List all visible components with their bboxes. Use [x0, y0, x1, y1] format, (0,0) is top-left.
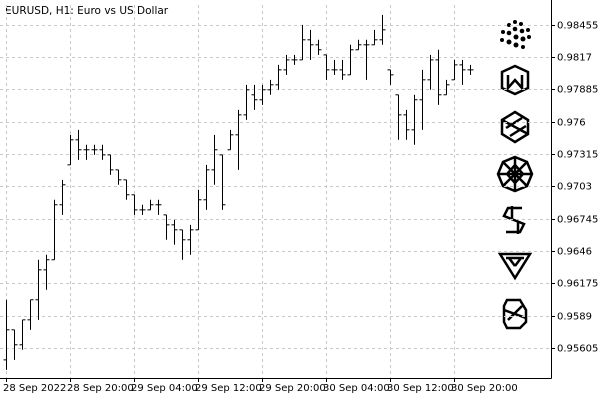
y-tick-label: 0.9589: [557, 312, 592, 323]
icon-cube: [500, 110, 530, 144]
x-tick-label: 29 Sep 20:00: [259, 383, 326, 394]
x-tick-label: 30 Sep 20:00: [451, 383, 518, 394]
icon-hex: [500, 64, 530, 96]
x-tick-label: 28 Sep 20:00: [67, 383, 134, 394]
icon-s: [502, 206, 526, 234]
x-tick-label: 30 Sep 12:00: [387, 383, 454, 394]
indicator-icons: [496, 20, 534, 330]
y-tick-label: 0.95605: [557, 344, 598, 355]
x-tick-label: 30 Sep 04:00: [323, 383, 390, 394]
y-tick-label: 0.97315: [557, 150, 598, 161]
x-tick-label: 29 Sep 12:00: [195, 383, 262, 394]
y-tick-label: 0.96175: [557, 279, 598, 290]
y-tick-label: 0.96745: [557, 215, 598, 226]
icon-dots: [500, 20, 531, 49]
x-tick-label: 28 Sep 2022: [3, 383, 66, 394]
y-tick-label: 0.9703: [557, 182, 592, 193]
y-tick-label: 0.97885: [557, 85, 598, 96]
y-tick-label: 0.976: [557, 118, 586, 129]
y-tick-label: 0.98455: [557, 21, 598, 32]
y-tick-label: 0.9646: [557, 247, 592, 258]
x-tick-label: 29 Sep 04:00: [131, 383, 198, 394]
icon-triangle: [497, 252, 533, 281]
chart-title: EURUSD, H1: Euro vs US Dollar: [5, 5, 169, 17]
icon-web: [496, 155, 534, 193]
icon-box: [502, 298, 528, 330]
y-tick-label: 0.9817: [557, 53, 592, 64]
